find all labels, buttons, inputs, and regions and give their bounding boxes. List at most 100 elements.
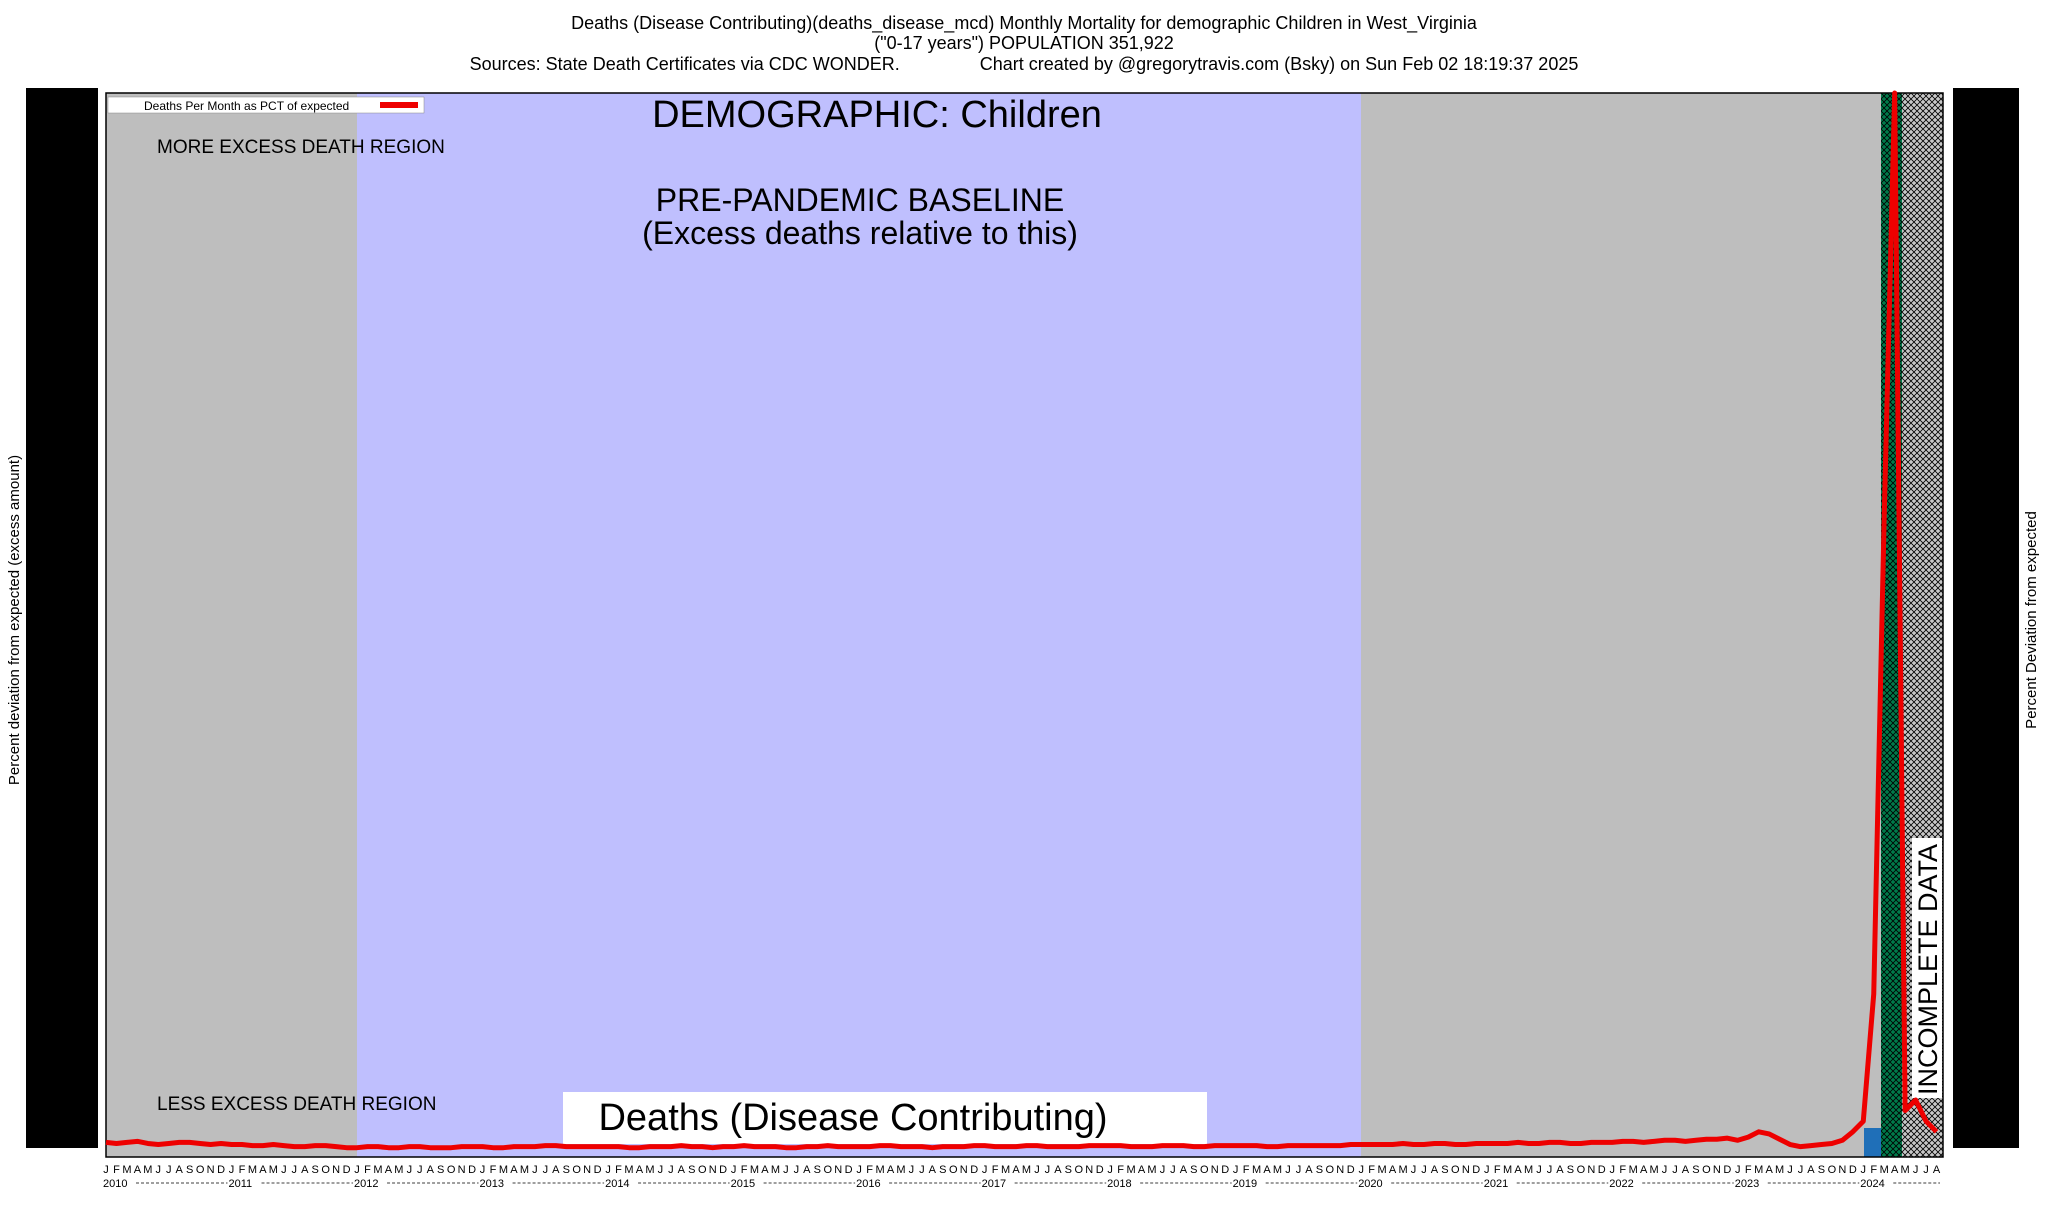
x-tick-label: N <box>1587 1164 1595 1176</box>
x-tick-label: J <box>281 1164 287 1176</box>
x-tick-label: J <box>292 1164 298 1176</box>
x-tick-label: F <box>1368 1164 1375 1176</box>
x-tick-label: M <box>1126 1164 1135 1176</box>
region-baseline <box>357 93 1361 1157</box>
x-tick-label: A <box>1514 1164 1522 1176</box>
x-tick-label: J <box>166 1164 172 1176</box>
legend-label: Deaths Per Month as PCT of expected <box>144 99 349 113</box>
x-tick-label: A <box>301 1164 309 1176</box>
x-tick-label: M <box>499 1164 508 1176</box>
x-tick-label: A <box>1305 1164 1313 1176</box>
x-tick-label: M <box>896 1164 905 1176</box>
x-tick-label: J <box>1411 1164 1417 1176</box>
x-tick-label: A <box>636 1164 644 1176</box>
year-label: 2024 <box>1860 1178 1884 1190</box>
x-tick-label: A <box>427 1164 435 1176</box>
year-label: 2021 <box>1484 1178 1508 1190</box>
x-tick-label: N <box>960 1164 968 1176</box>
x-tick-label: J <box>909 1164 915 1176</box>
title-line: Deaths (Disease Contributing)(deaths_dis… <box>571 13 1478 34</box>
x-tick-label: O <box>698 1164 707 1176</box>
x-tick-label: J <box>1421 1164 1427 1176</box>
metric-label-box <box>563 1092 1207 1144</box>
x-tick-label: D <box>1723 1164 1731 1176</box>
x-tick-label: J <box>229 1164 235 1176</box>
region-post <box>1361 93 1881 1157</box>
x-tick-label: A <box>1389 1164 1397 1176</box>
x-tick-label: D <box>1472 1164 1480 1176</box>
x-tick-label: N <box>1211 1164 1219 1176</box>
x-tick-label: A <box>1180 1164 1188 1176</box>
x-tick-label: S <box>1567 1164 1574 1176</box>
x-tick-label: S <box>939 1164 946 1176</box>
x-tick-label: M <box>1252 1164 1261 1176</box>
x-tick-label: A <box>1138 1164 1146 1176</box>
x-tick-label: J <box>1045 1164 1051 1176</box>
x-tick-label: D <box>845 1164 853 1176</box>
x-tick-label: M <box>750 1164 759 1176</box>
x-tick-label: N <box>709 1164 717 1176</box>
x-tick-label: J <box>919 1164 925 1176</box>
x-tick-label: J <box>407 1164 413 1176</box>
baseline-label: (Excess deaths relative to this) <box>642 215 1078 251</box>
x-tick-label: J <box>658 1164 664 1176</box>
x-tick-label: A <box>176 1164 184 1176</box>
x-tick-label: M <box>1398 1164 1407 1176</box>
x-tick-label: F <box>239 1164 246 1176</box>
x-tick-label: N <box>458 1164 466 1176</box>
y-tick-labels-blurred <box>26 88 98 1148</box>
year-label: 2015 <box>731 1178 755 1190</box>
x-tick-label: F <box>1870 1164 1877 1176</box>
x-tick-label: O <box>1451 1164 1460 1176</box>
x-tick-label: F <box>866 1164 873 1176</box>
year-label: 2012 <box>354 1178 378 1190</box>
x-tick-label: A <box>552 1164 560 1176</box>
x-tick-label: A <box>134 1164 142 1176</box>
x-tick-label: A <box>510 1164 518 1176</box>
year-label: 2019 <box>1233 1178 1257 1190</box>
x-tick-label: J <box>156 1164 162 1176</box>
x-tick-label: F <box>1494 1164 1501 1176</box>
x-tick-label: M <box>1754 1164 1763 1176</box>
x-tick-label: S <box>1818 1164 1825 1176</box>
x-tick-label: N <box>834 1164 842 1176</box>
less-region-label: LESS EXCESS DEATH REGION <box>157 1094 436 1115</box>
x-tick-label: J <box>480 1164 486 1176</box>
x-tick-label: J <box>1672 1164 1678 1176</box>
more-region-label: MORE EXCESS DEATH REGION <box>157 137 445 158</box>
x-tick-label: A <box>1431 1164 1439 1176</box>
year-label: 2017 <box>982 1178 1006 1190</box>
x-tick-label: J <box>1107 1164 1113 1176</box>
x-tick-label: J <box>1861 1164 1867 1176</box>
x-tick-label: M <box>1503 1164 1512 1176</box>
x-tick-label: M <box>1378 1164 1387 1176</box>
y2-axis-label: Percent Deviation from expected <box>2023 511 2040 729</box>
x-tick-label: N <box>1336 1164 1344 1176</box>
x-tick-label: J <box>982 1164 988 1176</box>
year-label: 2011 <box>229 1178 253 1190</box>
x-tick-label: A <box>678 1164 686 1176</box>
plot-frame <box>105 92 1944 1158</box>
x-tick-label: O <box>949 1164 958 1176</box>
x-tick-label: A <box>1640 1164 1648 1176</box>
x-tick-label: J <box>1787 1164 1793 1176</box>
x-tick-label: J <box>1923 1164 1929 1176</box>
x-tick-label: D <box>217 1164 225 1176</box>
x-tick-label: M <box>122 1164 131 1176</box>
x-tick-label: M <box>624 1164 633 1176</box>
x-tick-label: A <box>929 1164 937 1176</box>
x-tick-label: O <box>1074 1164 1083 1176</box>
x-tick-label: M <box>875 1164 884 1176</box>
x-tick-label: O <box>447 1164 456 1176</box>
year-label: 2016 <box>856 1178 880 1190</box>
x-tick-label: D <box>1221 1164 1229 1176</box>
x-tick-label: J <box>1484 1164 1490 1176</box>
x-tick-label: M <box>1001 1164 1010 1176</box>
x-tick-label: M <box>771 1164 780 1176</box>
year-label: 2013 <box>480 1178 504 1190</box>
x-tick-label: O <box>823 1164 832 1176</box>
x-tick-label: J <box>1798 1164 1804 1176</box>
x-tick-label: J <box>1913 1164 1919 1176</box>
x-tick-label: S <box>1190 1164 1197 1176</box>
